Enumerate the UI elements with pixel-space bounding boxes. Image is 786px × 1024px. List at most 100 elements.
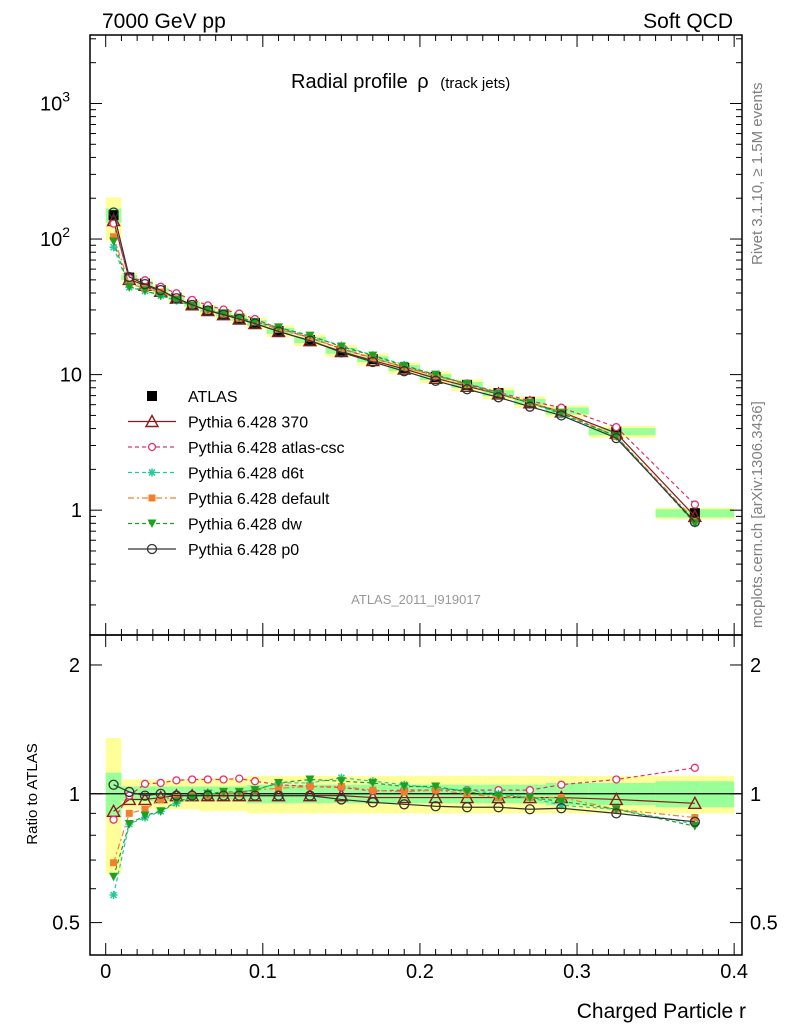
x-axis-label: Charged Particle r	[577, 1000, 746, 1023]
series-pythia-6-428-dw	[109, 237, 700, 528]
point-pythia-6-428-p0	[249, 318, 261, 329]
legend-entry-atlas: ATLAS	[147, 389, 238, 406]
ratio-point-pythia-6-428-dw	[611, 805, 621, 814]
ratio-point-pythia-6-428-atlas-csc	[187, 775, 197, 784]
series-pythia-6-428-d6t	[109, 243, 699, 528]
legend-marker-pythia-6-428-d6t	[148, 468, 156, 477]
ratio-line-pythia-6-428-d6t	[112, 777, 695, 896]
ratio-ylabel: Ratio to ATLAS	[24, 743, 41, 844]
ratio-point-pythia-6-428-p0	[556, 803, 567, 814]
ratio-point-pythia-6-428-370	[334, 788, 349, 802]
ratio-point-pythia-6-428-atlas-csc	[612, 775, 621, 784]
ratio-point-pythia-6-428-dw	[124, 819, 134, 829]
legend-marker-pythia-6-428-atlas-csc	[147, 442, 157, 452]
point-pythia-6-428-p0	[461, 384, 473, 395]
ratio-point-pythia-6-428-dw	[431, 782, 441, 791]
ratio-point-pythia-6-428-dw	[399, 782, 409, 791]
ratio-point-pythia-6-428-p0	[304, 790, 316, 801]
header-left: 7000 GeV pp	[102, 10, 226, 33]
point-pythia-6-428-p0	[611, 432, 622, 444]
point-pythia-6-428-atlas-csc	[690, 500, 700, 509]
main-ytick-label: 10	[60, 365, 82, 387]
legend-label-pythia-6-428-d6t: Pythia 6.428 d6t	[188, 466, 304, 483]
header-right: Soft QCD	[643, 10, 733, 33]
legend-label-pythia-6-428-dw: Pythia 6.428 dw	[188, 517, 302, 534]
point-pythia-6-428-p0	[493, 392, 504, 403]
ratio-point-pythia-6-428-default	[141, 805, 149, 813]
series-line-pythia-6-428-p0	[112, 212, 696, 523]
point-pythia-6-428-p0	[155, 284, 166, 296]
ratio-point-pythia-6-428-dw	[556, 797, 566, 806]
ratio-point-pythia-6-428-dw	[140, 811, 150, 820]
ratio-point-pythia-6-428-d6t	[109, 891, 118, 900]
ratio-point-pythia-6-428-default	[306, 782, 314, 790]
ratio-point-pythia-6-428-p0	[202, 790, 213, 801]
ratio-line-pythia-6-428-dw	[112, 778, 695, 877]
tick-labels: 1 10 102 103 0.5 0.5 1 1 2 2 0 0.1 0.2 0.3 0.4	[40, 88, 778, 983]
ratio-point-pythia-6-428-p0	[124, 786, 135, 798]
ratio-point-pythia-6-428-atlas-csc	[156, 778, 165, 788]
point-pythia-6-428-p0	[202, 305, 213, 316]
ratio-ytick-label-right: 1	[750, 784, 761, 806]
point-pythia-6-428-p0	[171, 293, 182, 304]
ratio-point-pythia-6-428-p0	[461, 802, 473, 813]
legend-entry-pythia-6-428-atlas-csc: Pythia 6.428 atlas-csc	[128, 440, 345, 457]
point-atlas	[611, 426, 622, 437]
point-pythia-6-428-dw	[336, 342, 346, 352]
point-pythia-6-428-default	[110, 233, 118, 241]
ratio-point-pythia-6-428-atlas-csc	[203, 775, 212, 784]
legend-entry-pythia-6-428-p0: Pythia 6.428 p0	[128, 542, 299, 559]
ratio-ytick-label-right: 2	[750, 655, 761, 677]
point-pythia-6-428-dw	[525, 398, 535, 408]
ratio-point-pythia-6-428-default	[125, 809, 133, 817]
ratio-point-pythia-6-428-p0	[611, 808, 622, 819]
ratio-ytick-label-right: 0.5	[750, 913, 778, 935]
xtick-label: 0.1	[249, 961, 277, 983]
xtick-label: 0.2	[406, 961, 434, 983]
point-pythia-6-428-dw	[234, 313, 244, 323]
ratio-point-pythia-6-428-p0	[234, 790, 245, 801]
ratio-point-pythia-6-428-p0	[493, 802, 504, 813]
main-ytick-label: 102	[40, 224, 70, 251]
point-pythia-6-428-dw	[274, 323, 284, 332]
ratio-point-pythia-6-428-370	[122, 791, 137, 806]
point-pythia-6-428-dw	[493, 389, 503, 399]
legend-entry-pythia-6-428-d6t: Pythia 6.428 d6t	[128, 466, 304, 483]
ratio-point-pythia-6-428-atlas-csc	[109, 815, 118, 824]
legend-label-pythia-6-428-default: Pythia 6.428 default	[188, 491, 330, 508]
point-pythia-6-428-p0	[234, 313, 245, 325]
point-pythia-6-428-p0	[336, 347, 347, 358]
main-band-inner	[545, 407, 589, 415]
ratio-point-pythia-6-428-atlas-csc	[690, 763, 700, 772]
point-pythia-6-428-dw	[219, 309, 229, 318]
point-pythia-6-428-p0	[304, 335, 316, 346]
point-pythia-6-428-p0	[524, 401, 536, 412]
ratio-ytick-label-left: 0.5	[52, 913, 80, 935]
main-ytick-label: 103	[40, 88, 70, 115]
panel-frames	[89, 34, 743, 956]
point-pythia-6-428-p0	[556, 410, 567, 421]
main-ytick-label: 1	[71, 500, 82, 522]
legend-marker-pythia-6-428-default	[148, 494, 156, 502]
ratio-point-pythia-6-428-atlas-csc	[525, 785, 535, 795]
ratio-point-pythia-6-428-p0	[399, 799, 410, 810]
legend-label-pythia-6-428-p0: Pythia 6.428 p0	[188, 542, 299, 559]
ratio-point-pythia-6-428-atlas-csc	[219, 775, 228, 784]
ratio-point-pythia-6-428-default	[110, 859, 118, 867]
ratio-point-pythia-6-428-default	[400, 788, 408, 796]
chart-title-symbol: ρ	[417, 71, 428, 93]
ratio-point-pythia-6-428-dw	[305, 775, 315, 784]
legend-entry-pythia-6-428-370: Pythia 6.428 370	[128, 414, 308, 432]
xtick-label: 0	[100, 961, 111, 983]
point-pythia-6-428-p0	[273, 326, 284, 337]
ratio-point-pythia-6-428-default	[369, 786, 377, 794]
ratio-point-pythia-6-428-p0	[273, 790, 284, 801]
analysis-tag: ATLAS_2011_I919017	[351, 592, 481, 607]
legend-label-atlas: ATLAS	[188, 389, 238, 406]
point-pythia-6-428-dw	[109, 237, 119, 246]
ratio-point-pythia-6-428-p0	[336, 794, 347, 805]
point-pythia-6-428-p0	[218, 309, 229, 320]
point-pythia-6-428-atlas-csc	[612, 422, 621, 432]
ratio-point-pythia-6-428-370	[609, 791, 624, 806]
